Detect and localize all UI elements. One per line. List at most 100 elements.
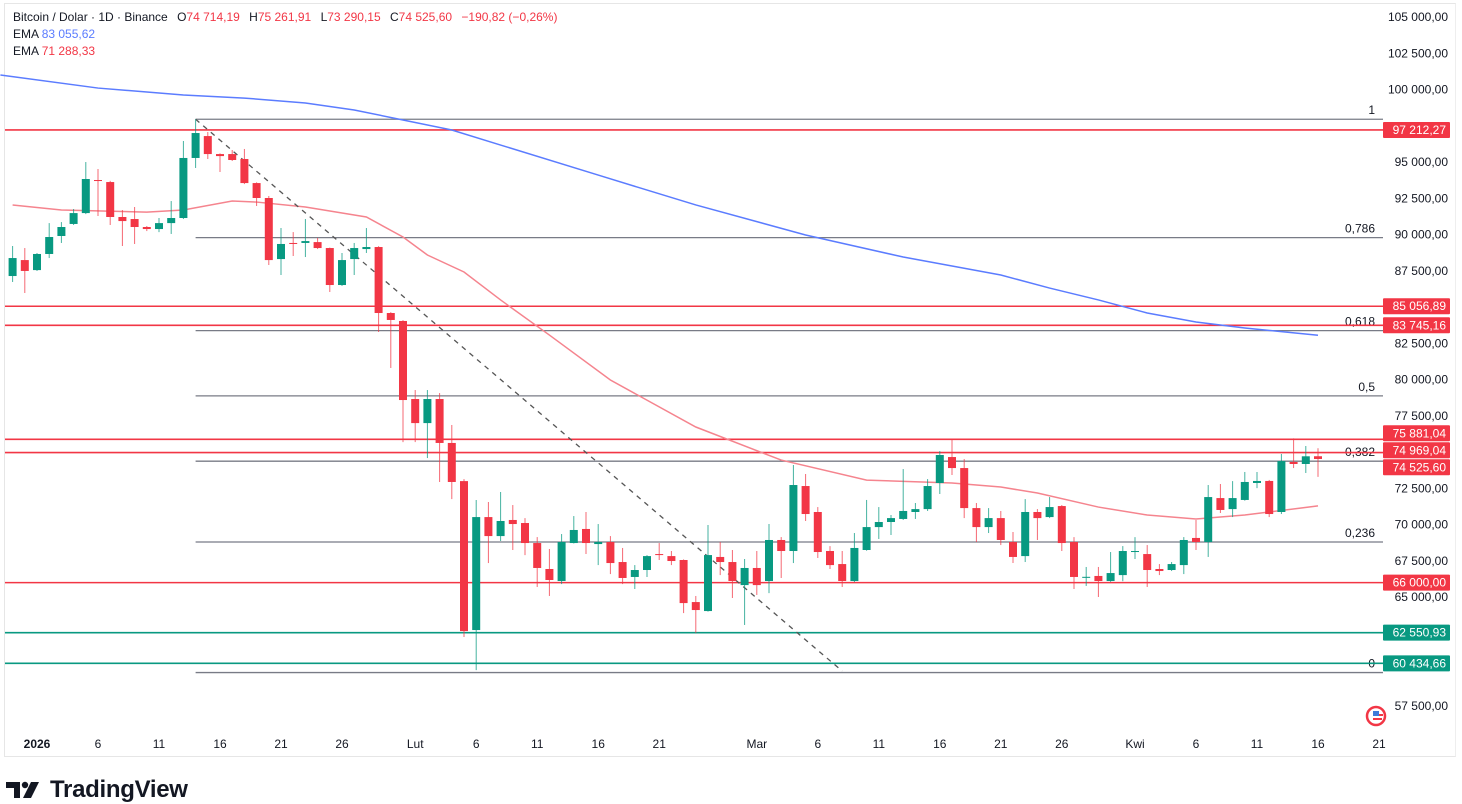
close-label: C: [389, 10, 399, 24]
candle-body: [216, 154, 224, 157]
y-tick-label: 57 500,00: [1395, 699, 1449, 713]
candle-body: [1143, 554, 1152, 571]
candle-body: [45, 237, 54, 254]
x-tick-label: 21: [994, 737, 1008, 751]
y-tick-label: 92 500,00: [1395, 191, 1449, 205]
candle-body: [1289, 461, 1298, 464]
candle-body: [1277, 461, 1286, 512]
high-label: H: [249, 10, 258, 24]
y-tick-label: 67 500,00: [1395, 554, 1449, 568]
candle-body: [630, 570, 639, 577]
candle-body: [1228, 498, 1237, 510]
last-price-label: 74 525,60: [1393, 460, 1447, 474]
candle-body: [118, 217, 127, 222]
open-label: O: [177, 10, 187, 24]
candle-body: [289, 242, 298, 244]
candle-body: [1131, 551, 1139, 553]
ohlc-row: Bitcoin / Dolar · 1D · Binance O74 714,1…: [13, 9, 557, 26]
tradingview-logo[interactable]: TradingView: [6, 776, 188, 804]
tradingview-logo-icon: [6, 781, 39, 798]
candle-body: [386, 313, 395, 320]
candle-body: [94, 180, 102, 182]
ema-short-label: EMA: [13, 44, 39, 58]
candle-body: [301, 241, 310, 243]
candle-body: [1155, 568, 1164, 572]
price-chart[interactable]: 105 000,00 102 500,00 100 000,00 95 000,00 9…: [0, 0, 1462, 760]
level-price-label-box: [1383, 425, 1450, 442]
x-tick-label: 26: [335, 737, 349, 751]
candle-body: [191, 133, 200, 158]
candle-body: [716, 556, 725, 563]
level-price-label-box: [1383, 624, 1450, 641]
candle-body: [521, 523, 529, 544]
ema-long-row[interactable]: EMA 83 055,62: [13, 26, 557, 43]
y-tick-label: 80 000,00: [1395, 373, 1449, 387]
candle-body: [1179, 539, 1188, 566]
candle-body: [691, 602, 700, 611]
ema-short-value: 71 288,33: [41, 44, 96, 58]
candle-body: [338, 260, 346, 286]
fib-level-label: 0,236: [1345, 526, 1375, 540]
candle-body: [1082, 576, 1091, 578]
candle-body: [1057, 506, 1066, 544]
level-price-label: 74 969,04: [1393, 443, 1447, 457]
candle-body: [1204, 497, 1213, 543]
ema-long-value: 83 055,62: [41, 27, 96, 41]
candle-body: [20, 260, 29, 271]
x-tick-label: 16: [592, 737, 606, 751]
candle-body: [460, 481, 468, 632]
candle-body: [1314, 456, 1322, 459]
candle-body: [655, 554, 664, 556]
candle-body: [155, 223, 163, 230]
level-price-label-box: [1383, 655, 1450, 672]
x-tick-label: 6: [473, 737, 480, 751]
candle-body: [203, 136, 212, 155]
x-tick-label: 11: [1251, 737, 1264, 751]
candle-body: [569, 529, 578, 544]
x-tick-label: 2026: [24, 737, 51, 751]
level-price-label: 97 212,27: [1393, 123, 1447, 137]
y-tick-label: 87 500,00: [1395, 264, 1449, 278]
candle-body: [69, 213, 78, 224]
candle-body: [1240, 481, 1249, 500]
trendline-dashed: [195, 118, 843, 672]
x-tick-label: 21: [653, 737, 667, 751]
level-price-label-box: [1383, 121, 1450, 138]
candle-body: [1009, 542, 1017, 557]
fib-level-label: 1: [1368, 103, 1375, 117]
candle-body: [423, 399, 432, 424]
candle-body: [752, 567, 761, 586]
candle-body: [984, 518, 993, 528]
candle-body: [472, 517, 481, 631]
ema-short-row[interactable]: EMA 71 288,33: [13, 43, 557, 60]
candle-body: [594, 542, 603, 545]
x-tick-label: 21: [274, 737, 288, 751]
y-tick-label: 77 500,00: [1395, 409, 1449, 423]
y-tick-label: 100 000,00: [1388, 83, 1448, 97]
candle-body: [1045, 507, 1054, 518]
candle-body: [923, 486, 932, 510]
y-tick-label: 90 000,00: [1395, 228, 1449, 242]
x-tick-label: 16: [933, 737, 947, 751]
level-price-label-box: [1383, 317, 1450, 334]
y-tick-label: 65 000,00: [1395, 590, 1449, 604]
symbol-title[interactable]: Bitcoin / Dolar · 1D · Binance: [13, 10, 168, 24]
candle-body: [789, 485, 798, 552]
candle-body: [948, 457, 956, 469]
candle-body: [1192, 537, 1200, 543]
candle-body: [130, 219, 139, 228]
candle-body: [533, 543, 542, 568]
candle-body: [679, 560, 688, 604]
candle-body: [1253, 480, 1261, 483]
x-tick-label: Mar: [746, 737, 767, 751]
candle-body: [411, 399, 420, 424]
candle-body: [838, 564, 847, 582]
us-flag-icon[interactable]: [1365, 705, 1387, 727]
candle-body: [106, 182, 115, 217]
candle-body: [813, 511, 822, 553]
candle-body: [862, 527, 871, 550]
x-tick-label: 11: [873, 737, 886, 751]
level-price-label: 83 745,16: [1393, 318, 1447, 332]
y-tick-label: 82 500,00: [1395, 336, 1449, 350]
low-label: L: [320, 10, 328, 24]
